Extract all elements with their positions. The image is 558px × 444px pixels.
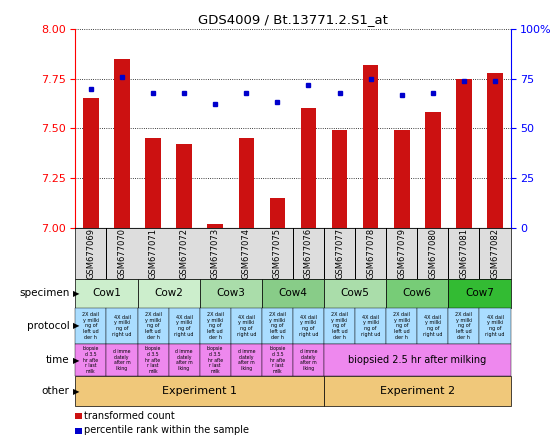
Bar: [456, 79, 472, 228]
Text: ▶: ▶: [73, 321, 79, 330]
Text: biopsie
d 3.5
hr afte
r last
milk: biopsie d 3.5 hr afte r last milk: [207, 346, 223, 374]
Text: GSM677071: GSM677071: [148, 228, 157, 279]
Text: GSM677080: GSM677080: [429, 228, 437, 279]
Bar: [145, 138, 161, 228]
Bar: [270, 198, 285, 228]
Bar: [425, 112, 441, 228]
Text: Cow5: Cow5: [341, 288, 369, 298]
Text: GSM677078: GSM677078: [366, 228, 375, 279]
Text: GSM677076: GSM677076: [304, 228, 313, 279]
Text: 4X dail
y milki
ng of
right ud: 4X dail y milki ng of right ud: [423, 315, 442, 337]
Text: ▶: ▶: [73, 387, 79, 396]
Text: 4X dail
y milki
ng of
right ud: 4X dail y milki ng of right ud: [299, 315, 318, 337]
Text: 4X dail
y milki
ng of
right ud: 4X dail y milki ng of right ud: [175, 315, 194, 337]
Bar: [176, 144, 192, 228]
Text: Cow3: Cow3: [217, 288, 245, 298]
Text: 4X dail
y milki
ng of
right ud: 4X dail y milki ng of right ud: [237, 315, 256, 337]
Text: biopsie
d 3.5
hr afte
r last
milk: biopsie d 3.5 hr afte r last milk: [269, 346, 286, 374]
Bar: [487, 73, 503, 228]
Text: GSM677081: GSM677081: [459, 228, 468, 279]
Text: 2X dail
y milki
ng of
left ud
der h: 2X dail y milki ng of left ud der h: [269, 312, 286, 340]
Text: specimen: specimen: [20, 288, 70, 298]
Text: 2X dail
y milki
ng of
left ud
der h: 2X dail y milki ng of left ud der h: [455, 312, 473, 340]
Text: protocol: protocol: [27, 321, 70, 331]
Text: GSM677079: GSM677079: [397, 228, 406, 279]
Text: GSM677069: GSM677069: [86, 228, 95, 279]
Text: 2X dail
y milki
ng of
left ud
der h: 2X dail y milki ng of left ud der h: [331, 312, 348, 340]
Text: 2X dail
y milki
ng of
left ud
der h: 2X dail y milki ng of left ud der h: [145, 312, 161, 340]
Bar: [83, 99, 99, 228]
Bar: [332, 130, 347, 228]
Text: GSM677073: GSM677073: [211, 228, 220, 279]
Text: GSM677070: GSM677070: [118, 228, 127, 279]
Text: 2X dail
y milki
ng of
left ud
der h: 2X dail y milki ng of left ud der h: [393, 312, 410, 340]
Bar: [239, 138, 254, 228]
Bar: [301, 108, 316, 228]
Text: Cow1: Cow1: [92, 288, 121, 298]
Text: GSM677074: GSM677074: [242, 228, 251, 279]
Text: biopsied 2.5 hr after milking: biopsied 2.5 hr after milking: [348, 355, 487, 365]
Text: 2X dail
y milki
ng of
left ud
der h: 2X dail y milki ng of left ud der h: [83, 312, 99, 340]
Bar: [114, 59, 129, 228]
Title: GDS4009 / Bt.13771.2.S1_at: GDS4009 / Bt.13771.2.S1_at: [198, 13, 388, 26]
Text: Cow4: Cow4: [278, 288, 307, 298]
Text: 4X dail
y milki
ng of
right ud: 4X dail y milki ng of right ud: [112, 315, 132, 337]
Text: other: other: [42, 386, 70, 396]
Text: biopsie
d 3.5
hr afte
r last
milk: biopsie d 3.5 hr afte r last milk: [83, 346, 99, 374]
Text: GSM677082: GSM677082: [490, 228, 499, 279]
Bar: [394, 130, 410, 228]
Text: time: time: [46, 355, 70, 365]
Text: 4X dail
y milki
ng of
right ud: 4X dail y milki ng of right ud: [485, 315, 505, 337]
Text: d imme
diately
after m
ilking: d imme diately after m ilking: [175, 349, 193, 371]
Text: percentile rank within the sample: percentile rank within the sample: [84, 425, 249, 435]
Bar: [208, 224, 223, 228]
Bar: [363, 65, 378, 228]
Text: ▶: ▶: [73, 289, 79, 298]
Text: Cow7: Cow7: [465, 288, 494, 298]
Text: 4X dail
y milki
ng of
right ud: 4X dail y milki ng of right ud: [361, 315, 381, 337]
Text: GSM677072: GSM677072: [180, 228, 189, 279]
Text: Cow2: Cow2: [154, 288, 183, 298]
Text: GSM677075: GSM677075: [273, 228, 282, 279]
Text: d imme
diately
after m
ilking: d imme diately after m ilking: [113, 349, 131, 371]
Text: GSM677077: GSM677077: [335, 228, 344, 279]
Text: d imme
diately
after m
ilking: d imme diately after m ilking: [238, 349, 255, 371]
Text: Experiment 2: Experiment 2: [380, 386, 455, 396]
Text: Experiment 1: Experiment 1: [162, 386, 237, 396]
Text: 2X dail
y milki
ng of
left ud
der h: 2X dail y milki ng of left ud der h: [207, 312, 224, 340]
Text: Cow6: Cow6: [403, 288, 432, 298]
Text: biopsie
d 3.5
hr afte
r last
milk: biopsie d 3.5 hr afte r last milk: [145, 346, 161, 374]
Text: transformed count: transformed count: [84, 411, 175, 420]
Text: ▶: ▶: [73, 356, 79, 365]
Text: d imme
diately
after m
ilking: d imme diately after m ilking: [300, 349, 318, 371]
